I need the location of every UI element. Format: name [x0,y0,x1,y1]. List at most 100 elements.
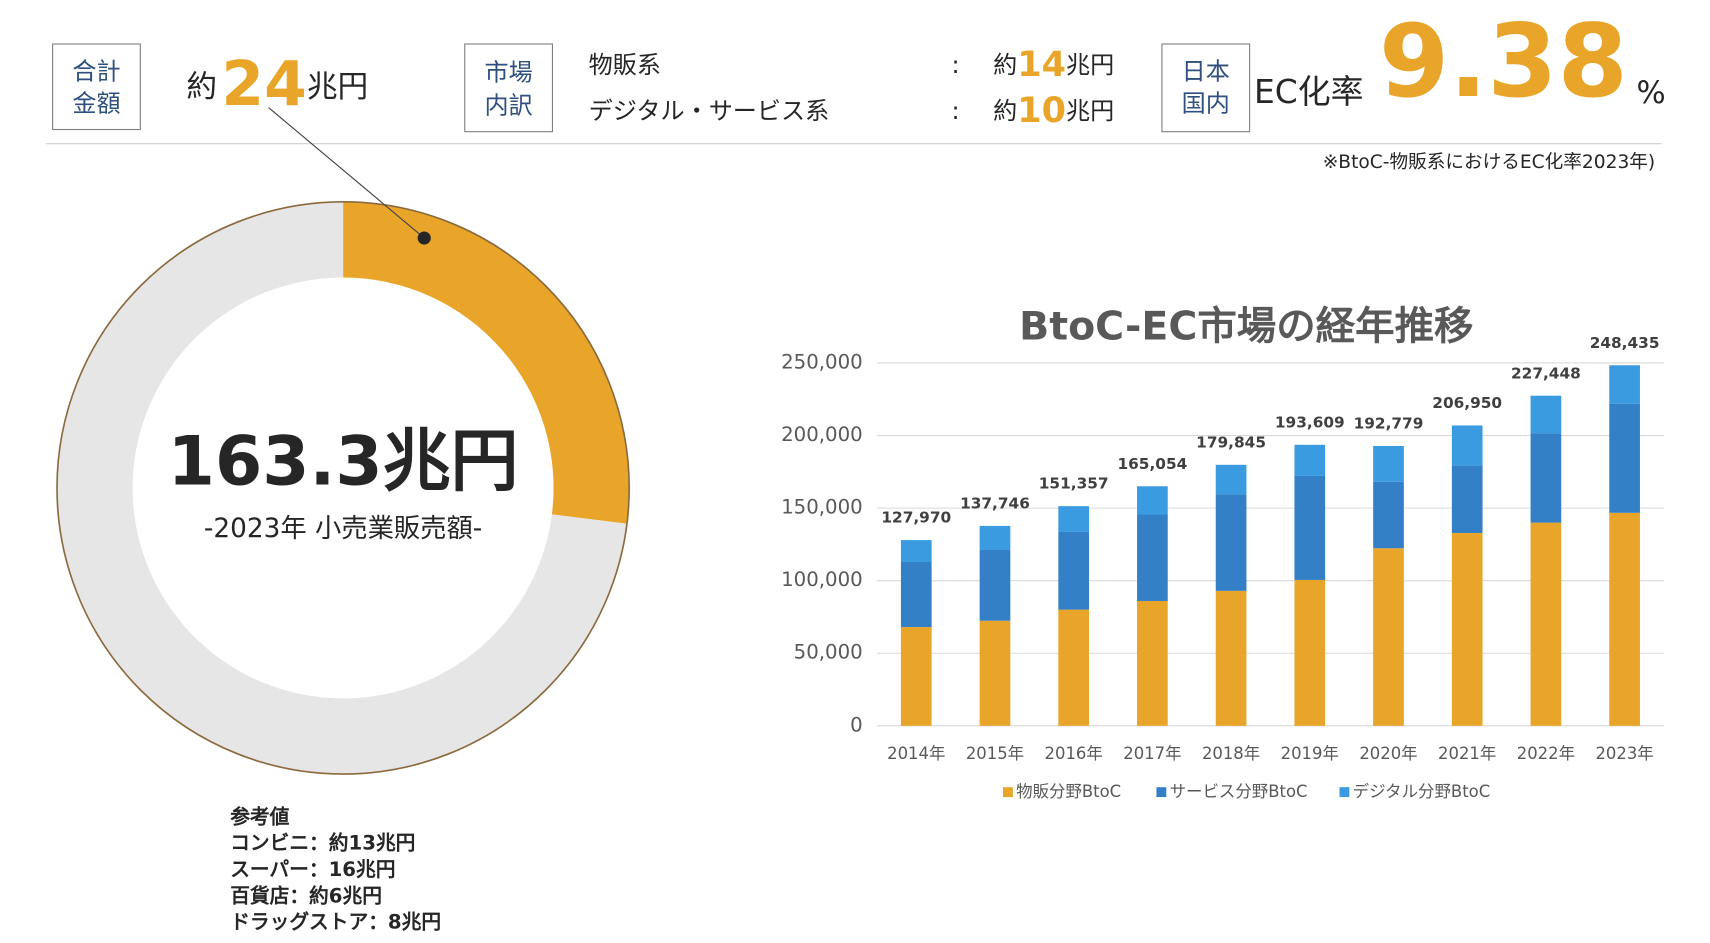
bar-segment [1137,600,1168,726]
prefix: 約 [993,97,1017,125]
item-sep: : [951,51,959,79]
item-name: 物販系 [589,51,661,79]
legend-swatch [1156,787,1167,798]
amount: 10 [1017,90,1066,131]
ec-rate-value: 9.38 [1379,2,1628,120]
bar-segment [979,620,1011,726]
prefix: 約 [993,51,1017,79]
legend-label: サービス分野BtoC [1170,782,1308,801]
amount: 24 [221,49,306,120]
bar-segment [1451,425,1483,466]
x-tick-label: 2014年 [887,744,945,763]
unit: 兆円 [1066,97,1114,125]
y-tick-label: 200,000 [781,423,863,446]
bar-segment [1609,512,1640,726]
chart-title: BtoC-EC市場の経年推移 [1019,304,1473,350]
bar-segment [1530,395,1562,434]
total-label: 165,054 [1117,455,1187,473]
prefix: 約 [186,69,217,104]
label-box [464,43,554,133]
center-subtitle: -2023年 小売業販売額- [204,514,482,544]
ec-rate-name: EC化率 [1254,72,1363,111]
total-label: 127,970 [881,509,951,527]
bar-segment [1294,579,1326,726]
total-label: 137,746 [960,494,1030,512]
bar-segment [900,540,932,563]
item-amount: 約10兆円 [993,90,1114,131]
bar-segment [1373,548,1404,726]
total-label: 192,779 [1354,415,1424,433]
bar-segment [979,549,1011,621]
leader-dot [417,231,431,245]
bar-segment [1609,365,1640,404]
legend-swatch [1002,787,1013,798]
donut-border [56,201,631,775]
legend-label: 物販分野BtoC [1016,782,1121,801]
total-amount: 約24兆円 [186,49,368,120]
bar-segment [1451,465,1483,533]
amount: 14 [1017,44,1066,85]
y-tick-label: 150,000 [781,496,863,519]
bar-segment [1373,446,1404,482]
x-tick-label: 2020年 [1359,744,1417,763]
x-tick-label: 2022年 [1517,744,1575,763]
x-tick-label: 2016年 [1045,744,1103,763]
item-sep: : [951,97,959,125]
donut-slice [343,201,630,524]
x-tick-label: 2023年 [1595,744,1653,763]
bar-segment [1137,514,1168,601]
label: 市場 [485,59,533,87]
leader-line [268,107,425,239]
bar-segment [1058,609,1090,726]
reference-line: ドラッグストア：8兆円 [230,911,441,934]
reference-line: コンビニ：約13兆円 [230,832,415,855]
bar-segment [1137,486,1168,515]
reference-title: 参考値 [230,805,289,828]
label: 合計 [72,58,120,86]
center-title: 163.3兆円 [168,423,519,502]
x-tick-label: 2017年 [1123,744,1181,763]
total-label: 206,950 [1432,394,1502,412]
total-label: 227,448 [1511,364,1581,382]
item-amount: 約14兆円 [993,44,1114,85]
label: 国内 [1182,89,1230,117]
y-tick-label: 50,000 [794,641,863,664]
bar-segment [979,525,1011,550]
x-tick-label: 2018年 [1202,744,1260,763]
bar-segment [1215,494,1247,591]
bar-segment [1294,444,1326,476]
bar-segment [1609,403,1640,513]
total-label: 248,435 [1590,334,1660,352]
label: 金額 [72,89,120,117]
unit: 兆円 [1066,51,1114,79]
bar-segment [900,627,932,726]
ec-rate-unit: % [1637,76,1666,111]
total-label: 179,845 [1196,433,1266,451]
y-tick-label: 100,000 [781,568,863,591]
legend-label: デジタル分野BtoC [1353,782,1491,801]
label: 内訳 [485,91,533,119]
bar-segment [1451,532,1483,726]
bar-segment [1058,531,1090,610]
label-box [1161,43,1251,133]
bar-segment [1058,506,1090,532]
bar-segment [1530,433,1562,523]
bar-segment [900,562,932,628]
reference-line: 百貨店：約6兆円 [230,884,382,907]
y-tick-label: 0 [850,713,863,736]
note: ※BtoC-物販系におけるEC化率2023年) [1323,152,1656,173]
label: 日本 [1182,58,1230,86]
legend-swatch [1339,787,1350,798]
total-label: 151,357 [1039,475,1109,493]
total-label: 193,609 [1275,413,1345,431]
bar-segment [1215,464,1247,495]
bar-segment [1530,522,1562,726]
x-tick-label: 2019年 [1281,744,1339,763]
unit: 兆円 [307,69,368,104]
bar-segment [1294,475,1326,580]
item-name: デジタル・サービス系 [589,97,830,125]
x-tick-label: 2021年 [1438,744,1496,763]
bar-segment [1215,590,1247,726]
